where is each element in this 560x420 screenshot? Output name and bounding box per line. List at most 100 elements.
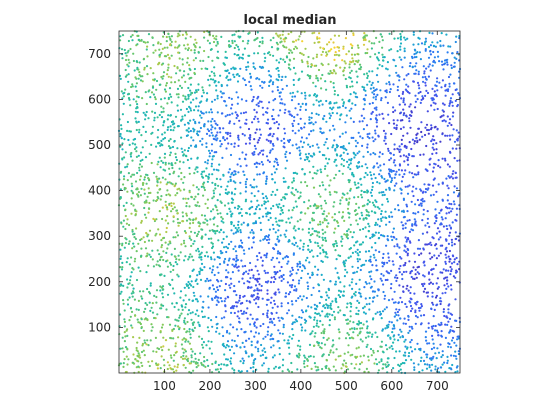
scatter-point bbox=[184, 366, 187, 369]
scatter-point bbox=[328, 313, 331, 316]
scatter-point bbox=[244, 180, 247, 183]
scatter-point bbox=[175, 209, 178, 212]
scatter-point bbox=[194, 313, 197, 316]
scatter-point bbox=[262, 322, 265, 326]
scatter-point bbox=[129, 47, 132, 51]
scatter-point bbox=[183, 123, 186, 126]
scatter-point bbox=[132, 242, 135, 245]
scatter-point bbox=[252, 232, 255, 235]
scatter-point bbox=[365, 124, 369, 127]
scatter-point bbox=[175, 369, 178, 372]
scatter-point bbox=[291, 51, 294, 54]
scatter-point bbox=[337, 355, 340, 358]
scatter-point bbox=[339, 146, 342, 149]
scatter-point bbox=[380, 97, 383, 100]
scatter-point bbox=[146, 303, 149, 306]
scatter-point bbox=[309, 154, 312, 157]
scatter-point bbox=[220, 317, 223, 320]
scatter-point bbox=[289, 92, 292, 95]
scatter-point bbox=[175, 231, 178, 234]
scatter-point bbox=[433, 308, 436, 311]
scatter-point bbox=[365, 217, 368, 220]
scatter-point bbox=[229, 362, 233, 365]
scatter-point bbox=[434, 264, 438, 267]
scatter-point bbox=[395, 170, 398, 173]
scatter-point bbox=[427, 128, 430, 132]
scatter-point bbox=[423, 275, 426, 278]
scatter-point bbox=[375, 36, 378, 40]
scatter-point bbox=[248, 31, 251, 34]
scatter-point bbox=[349, 310, 352, 313]
scatter-point bbox=[201, 137, 204, 140]
scatter-point bbox=[415, 55, 418, 59]
scatter-point bbox=[393, 290, 396, 293]
scatter-point bbox=[271, 178, 274, 181]
scatter-point bbox=[371, 185, 374, 188]
scatter-point bbox=[380, 317, 383, 320]
scatter-point bbox=[347, 166, 350, 169]
scatter-point bbox=[170, 162, 173, 165]
scatter-point bbox=[317, 68, 321, 72]
scatter-point bbox=[250, 330, 253, 333]
scatter-point bbox=[277, 366, 280, 369]
scatter-point bbox=[215, 323, 218, 326]
scatter-point bbox=[181, 115, 184, 118]
scatter-point bbox=[320, 204, 323, 207]
scatter-point bbox=[414, 100, 417, 103]
scatter-point bbox=[193, 231, 196, 234]
scatter-point bbox=[184, 294, 187, 297]
scatter-point bbox=[398, 271, 401, 274]
scatter-point bbox=[351, 171, 354, 175]
scatter-point bbox=[386, 197, 389, 201]
scatter-point bbox=[429, 69, 432, 72]
scatter-point bbox=[277, 69, 280, 72]
scatter-point bbox=[250, 286, 253, 289]
scatter-point bbox=[321, 236, 324, 239]
scatter-point bbox=[177, 221, 180, 224]
scatter-point bbox=[225, 358, 228, 361]
scatter-point bbox=[261, 40, 264, 43]
scatter-point bbox=[366, 343, 369, 346]
scatter-point bbox=[316, 169, 319, 172]
scatter-point bbox=[173, 354, 176, 357]
scatter-point bbox=[184, 97, 187, 100]
scatter-point bbox=[393, 338, 396, 341]
scatter-point bbox=[327, 296, 330, 299]
scatter-point bbox=[220, 300, 223, 303]
scatter-point bbox=[316, 36, 319, 39]
scatter-point bbox=[277, 79, 280, 82]
scatter-point bbox=[368, 102, 371, 105]
scatter-point bbox=[363, 73, 366, 76]
scatter-point bbox=[237, 136, 240, 139]
scatter-point bbox=[208, 267, 212, 270]
scatter-point bbox=[318, 37, 321, 40]
scatter-point bbox=[218, 285, 221, 288]
scatter-point bbox=[122, 299, 125, 302]
scatter-point bbox=[218, 231, 221, 234]
scatter-point bbox=[265, 177, 268, 180]
scatter-point bbox=[312, 355, 315, 358]
scatter-point bbox=[135, 100, 138, 103]
scatter-point bbox=[255, 326, 258, 329]
scatter-point bbox=[282, 204, 285, 208]
scatter-point bbox=[362, 88, 366, 91]
scatter-point bbox=[215, 44, 218, 47]
scatter-point bbox=[398, 145, 401, 148]
scatter-point bbox=[258, 283, 261, 286]
scatter-point bbox=[352, 337, 355, 340]
scatter-point bbox=[306, 158, 309, 161]
scatter-point bbox=[260, 284, 263, 288]
scatter-point bbox=[387, 172, 391, 175]
scatter-point bbox=[400, 169, 403, 172]
scatter-point bbox=[222, 231, 225, 234]
scatter-point bbox=[312, 81, 315, 84]
scatter-point bbox=[217, 280, 220, 283]
scatter-point bbox=[268, 84, 271, 87]
scatter-point bbox=[358, 321, 361, 325]
scatter-point bbox=[319, 46, 322, 49]
scatter-point bbox=[384, 210, 387, 213]
scatter-point bbox=[449, 273, 452, 276]
scatter-point bbox=[364, 94, 367, 97]
scatter-point bbox=[342, 104, 345, 108]
scatter-point bbox=[439, 244, 442, 247]
